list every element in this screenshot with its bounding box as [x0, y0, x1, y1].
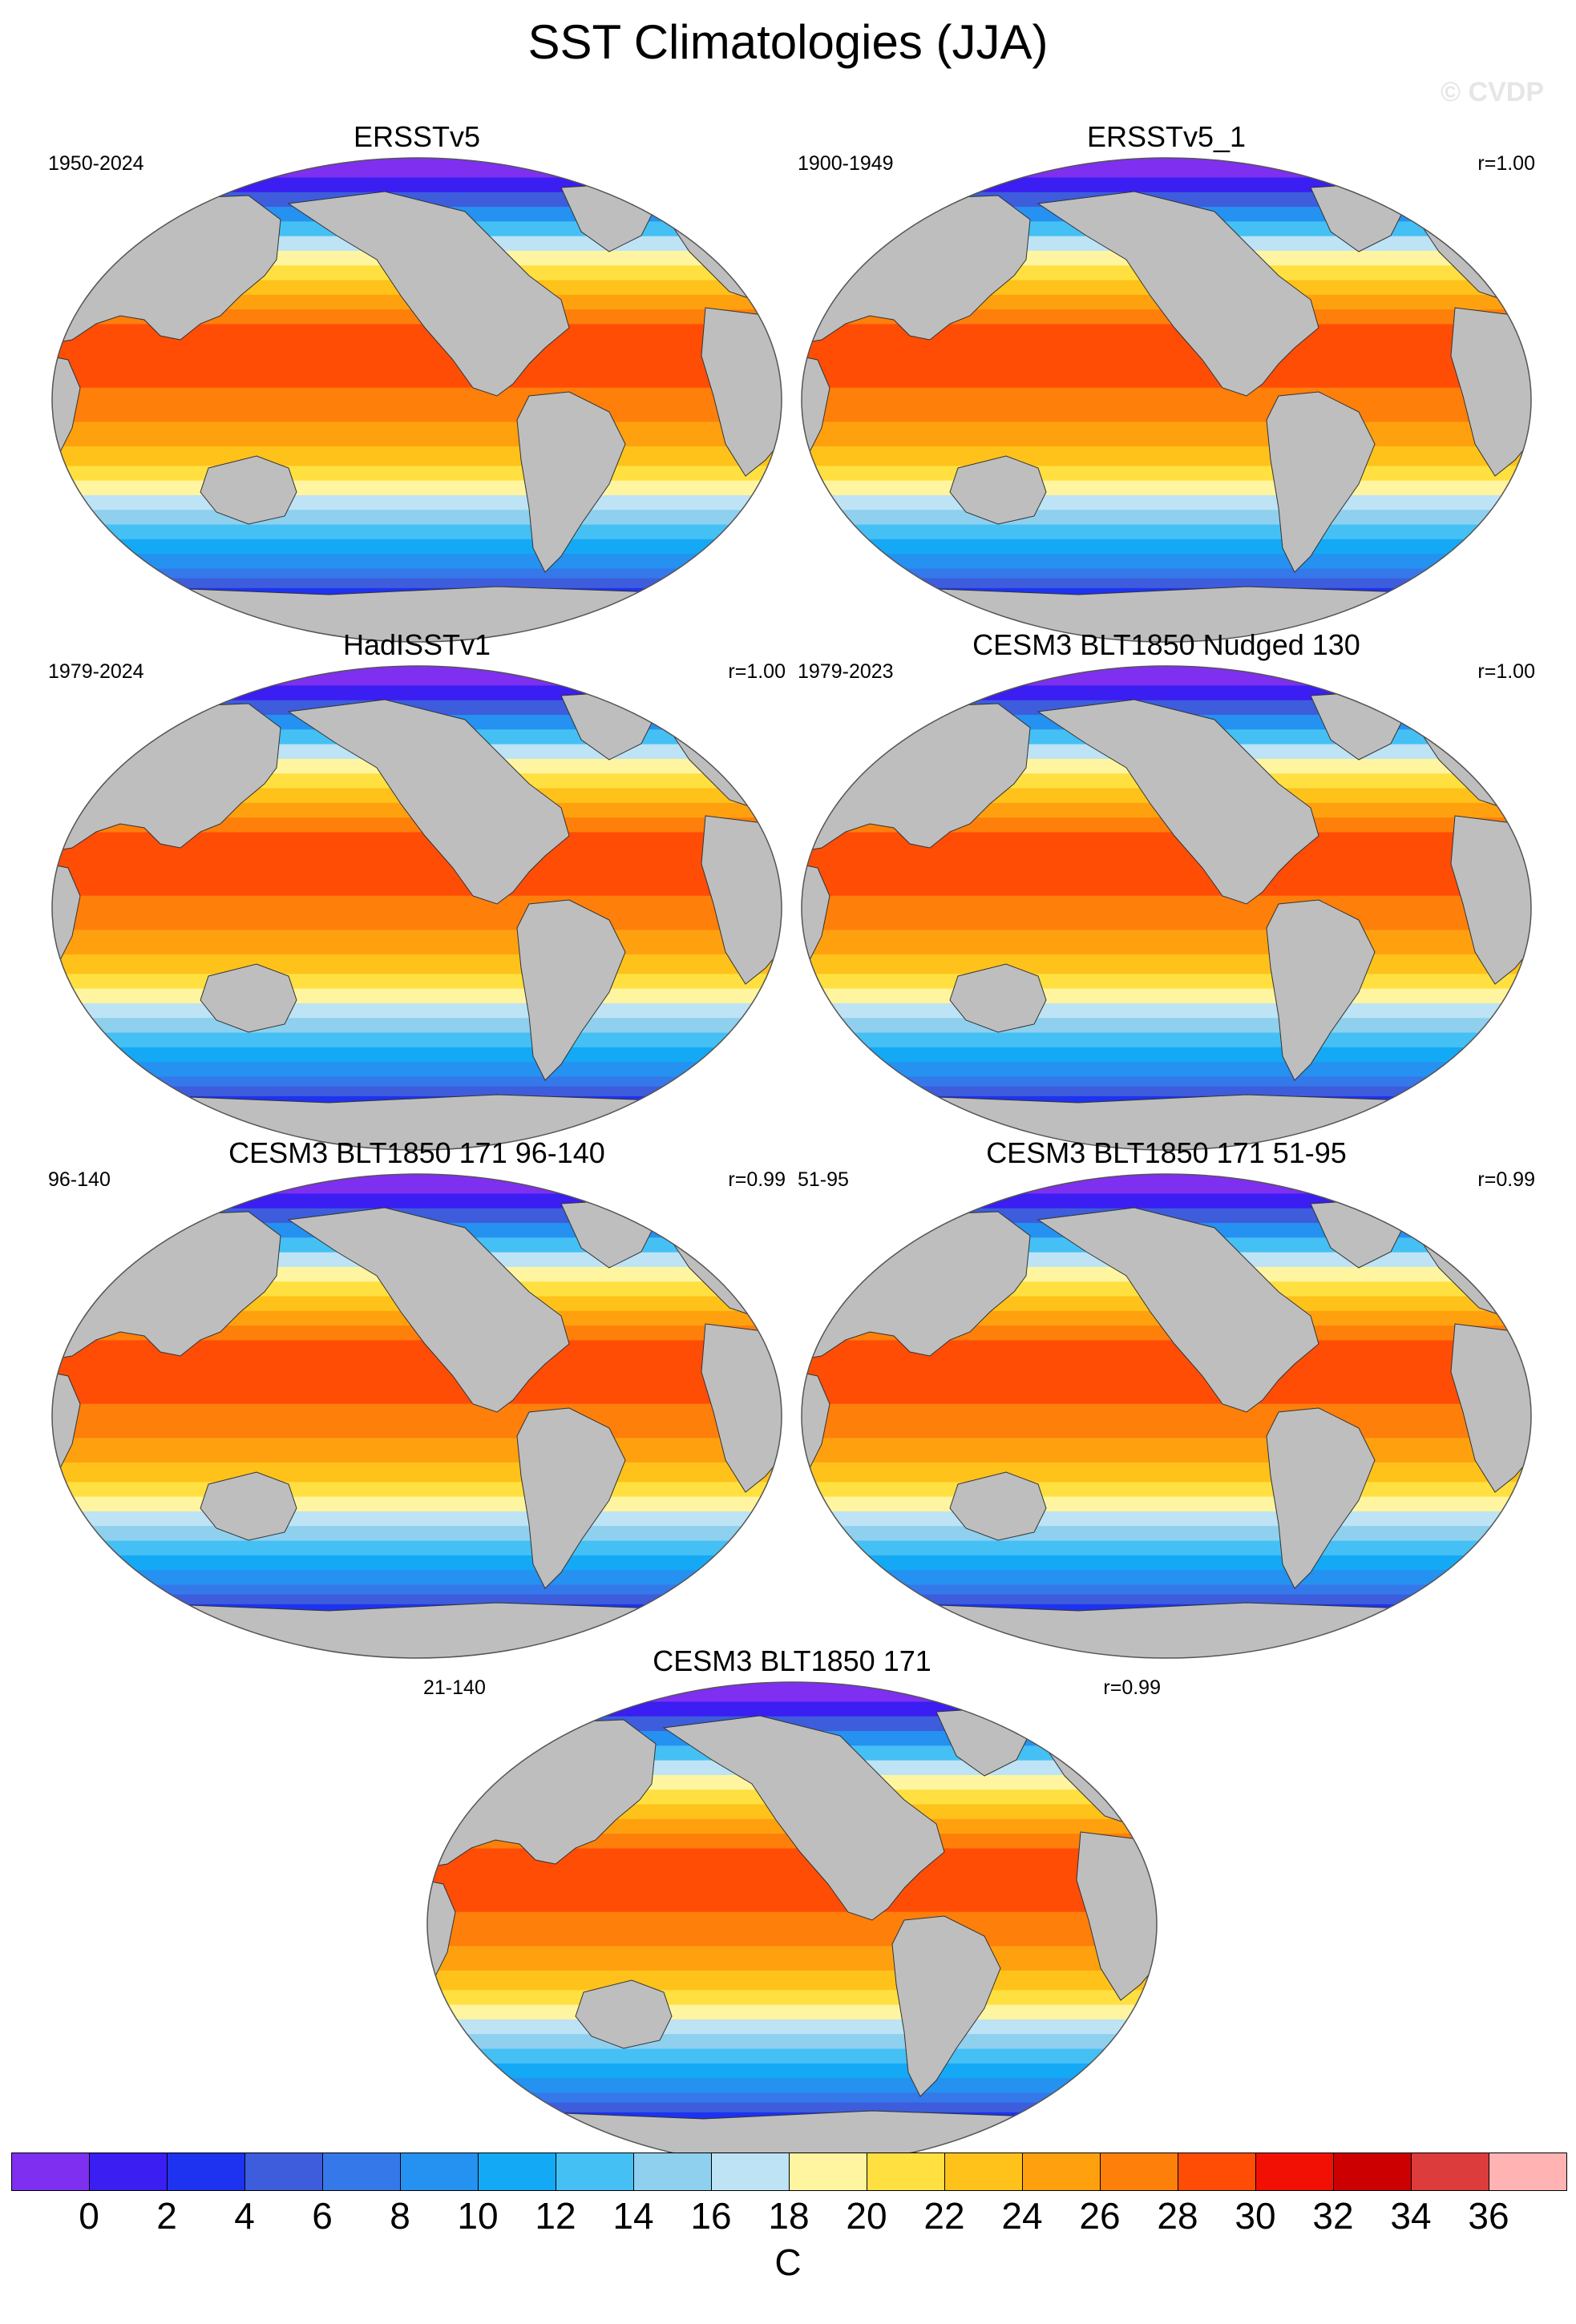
colorbar-cell — [944, 2153, 1023, 2191]
colorbar-tick-label: 4 — [234, 2195, 255, 2237]
panel-period: 96-140 — [48, 1168, 111, 1191]
panel-title: CESM3 BLT1850 171 51-95 — [986, 1136, 1347, 1169]
map-panel: HadISSTv1 1979-2024 r=1.00 — [48, 628, 786, 1157]
map-panel: CESM3 BLT1850 171 96-140 96-140 r=0.99 — [48, 1136, 786, 1665]
colorbar-cell — [11, 2153, 90, 2191]
colorbar-cell — [89, 2153, 168, 2191]
panel-title: ERSSTv5_1 — [1086, 120, 1247, 153]
colorbar-cell — [322, 2153, 401, 2191]
colorbar-cell — [167, 2153, 245, 2191]
panel-correlation: r=1.00 — [1477, 152, 1535, 175]
sst-map — [801, 665, 1532, 1151]
colorbar-tick-label: 0 — [79, 2195, 99, 2237]
sst-map — [426, 1681, 1158, 2167]
colorbar-tick-label: 32 — [1312, 2195, 1354, 2237]
colorbar-cell — [400, 2153, 479, 2191]
colorbar-tick-label: 36 — [1468, 2195, 1509, 2237]
panel-correlation: r=0.99 — [1477, 1168, 1535, 1191]
colorbar-cell — [1333, 2153, 1412, 2191]
map-outline — [51, 665, 782, 1151]
map-outline — [801, 1173, 1532, 1659]
sst-field — [802, 158, 1531, 642]
colorbar-tick-label: 14 — [612, 2195, 654, 2237]
panel-period: 51-95 — [798, 1168, 849, 1191]
colorbar-cell — [633, 2153, 712, 2191]
panel-correlation: r=1.00 — [728, 660, 786, 683]
colorbar-tick-label: 34 — [1390, 2195, 1432, 2237]
panel-period: 1950-2024 — [48, 152, 144, 175]
colorbar-cell — [1022, 2153, 1101, 2191]
colorbar-cell — [711, 2153, 790, 2191]
cvdp-watermark: © CVDP — [1441, 77, 1544, 107]
colorbar-tick-label: 20 — [846, 2195, 887, 2237]
panel-title: CESM3 BLT1850 171 — [653, 1644, 931, 1677]
sst-map — [801, 1173, 1532, 1659]
colorbar-tick-label: 6 — [312, 2195, 333, 2237]
map-panel: ERSSTv5 1950-2024 — [48, 120, 786, 649]
colorbar-tick-label: 28 — [1157, 2195, 1198, 2237]
map-panel: ERSSTv5_1 1900-1949 r=1.00 — [798, 120, 1535, 649]
panel-period: 1979-2023 — [798, 660, 894, 683]
map-outline — [51, 1173, 782, 1659]
sst-map — [51, 665, 782, 1151]
map-outline — [51, 157, 782, 643]
colorbar-cell — [244, 2153, 323, 2191]
colorbar — [11, 2153, 1567, 2191]
map-panel: CESM3 BLT1850 171 21-140 r=0.99 — [423, 1644, 1161, 2173]
map-panel: CESM3 BLT1850 171 51-95 51-95 r=0.99 — [798, 1136, 1535, 1665]
sst-map — [51, 1173, 782, 1659]
colorbar-cell — [1255, 2153, 1334, 2191]
colorbar-tick-label: 30 — [1235, 2195, 1276, 2237]
colorbar-tick-label: 2 — [156, 2195, 177, 2237]
colorbar-tick-label: 10 — [457, 2195, 499, 2237]
panel-correlation: r=0.99 — [1103, 1676, 1161, 1699]
panel-period: 1979-2024 — [48, 660, 144, 683]
sst-map — [801, 157, 1532, 643]
colorbar-cell — [1489, 2153, 1567, 2191]
colorbar-cell — [1178, 2153, 1256, 2191]
panel-correlation: r=1.00 — [1477, 660, 1535, 683]
colorbar-tick-label: 16 — [690, 2195, 732, 2237]
colorbar-tick-label: 26 — [1079, 2195, 1121, 2237]
colorbar-tick-label: 22 — [923, 2195, 965, 2237]
map-panel: CESM3 BLT1850 Nudged 130 1979-2023 r=1.00 — [798, 628, 1535, 1157]
panel-period: 21-140 — [423, 1676, 486, 1699]
colorbar-cell — [867, 2153, 945, 2191]
colorbar-cell — [1411, 2153, 1489, 2191]
colorbar-tick-label: 24 — [1001, 2195, 1043, 2237]
colorbar-units: C — [774, 2241, 802, 2283]
panel-title: CESM3 BLT1850 Nudged 130 — [972, 628, 1360, 661]
panel-correlation: r=0.99 — [728, 1168, 786, 1191]
sst-field — [802, 1174, 1531, 1658]
colorbar-tick-label: 12 — [535, 2195, 576, 2237]
sst-field — [52, 666, 782, 1150]
sst-field — [802, 666, 1531, 1150]
colorbar-cell — [789, 2153, 867, 2191]
map-outline — [801, 665, 1532, 1151]
colorbar-tick-label: 8 — [390, 2195, 410, 2237]
panel-title: ERSSTv5 — [353, 120, 481, 153]
colorbar-tick-label: 18 — [768, 2195, 810, 2237]
panel-period: 1900-1949 — [798, 152, 894, 175]
colorbar-cell — [1100, 2153, 1178, 2191]
colorbar-cell — [556, 2153, 634, 2191]
panel-title: CESM3 BLT1850 171 96-140 — [228, 1136, 605, 1169]
panel-title: HadISSTv1 — [342, 628, 491, 661]
map-outline — [801, 157, 1532, 643]
figure-title: SST Climatologies (JJA) — [527, 15, 1049, 69]
colorbar-cell — [478, 2153, 556, 2191]
sst-map — [51, 157, 782, 643]
